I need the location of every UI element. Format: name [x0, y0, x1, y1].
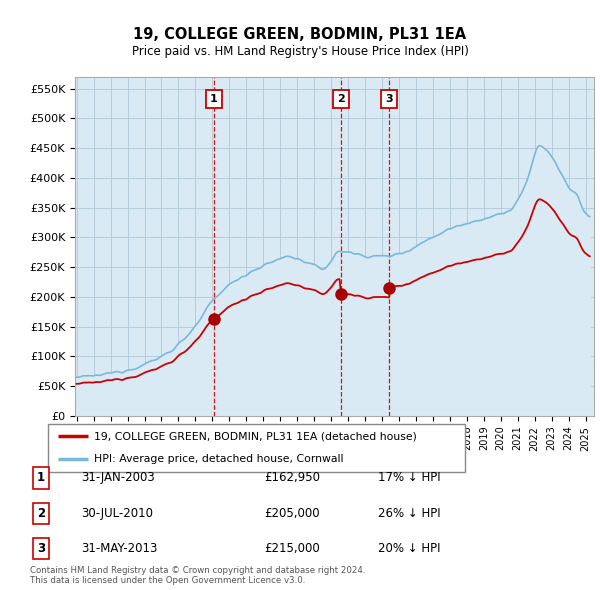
Text: £162,950: £162,950	[264, 471, 320, 484]
Text: £215,000: £215,000	[264, 542, 320, 555]
Text: 19, COLLEGE GREEN, BODMIN, PL31 1EA: 19, COLLEGE GREEN, BODMIN, PL31 1EA	[133, 27, 467, 41]
Text: HPI: Average price, detached house, Cornwall: HPI: Average price, detached house, Corn…	[94, 454, 343, 464]
Text: 30-JUL-2010: 30-JUL-2010	[81, 507, 153, 520]
Text: Price paid vs. HM Land Registry's House Price Index (HPI): Price paid vs. HM Land Registry's House …	[131, 45, 469, 58]
Text: Contains HM Land Registry data © Crown copyright and database right 2024.
This d: Contains HM Land Registry data © Crown c…	[30, 566, 365, 585]
Text: 17% ↓ HPI: 17% ↓ HPI	[378, 471, 440, 484]
Text: 26% ↓ HPI: 26% ↓ HPI	[378, 507, 440, 520]
Text: 31-MAY-2013: 31-MAY-2013	[81, 542, 157, 555]
Text: 1: 1	[37, 471, 45, 484]
Text: 31-JAN-2003: 31-JAN-2003	[81, 471, 155, 484]
Text: 3: 3	[385, 94, 393, 104]
Text: 1: 1	[210, 94, 218, 104]
Text: 19, COLLEGE GREEN, BODMIN, PL31 1EA (detached house): 19, COLLEGE GREEN, BODMIN, PL31 1EA (det…	[94, 431, 417, 441]
Text: 3: 3	[37, 542, 45, 555]
Text: 2: 2	[337, 94, 345, 104]
FancyBboxPatch shape	[48, 424, 465, 472]
Text: 20% ↓ HPI: 20% ↓ HPI	[378, 542, 440, 555]
Text: £205,000: £205,000	[264, 507, 320, 520]
Text: 2: 2	[37, 507, 45, 520]
